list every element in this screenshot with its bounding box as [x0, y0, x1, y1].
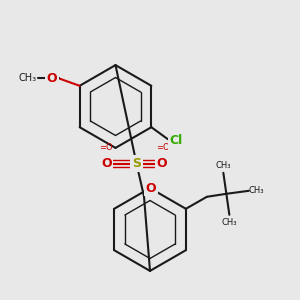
Text: CH₃: CH₃	[18, 73, 36, 83]
Text: S: S	[132, 157, 141, 170]
Text: Cl: Cl	[169, 134, 183, 147]
Text: =O: =O	[156, 142, 170, 152]
Text: O: O	[101, 157, 112, 170]
Text: CH₃: CH₃	[249, 186, 264, 195]
Text: CH₃: CH₃	[222, 218, 237, 227]
Text: O: O	[146, 182, 156, 195]
Text: O: O	[46, 72, 57, 85]
Text: O: O	[157, 157, 167, 170]
Text: =O: =O	[99, 142, 112, 152]
Text: CH₃: CH₃	[216, 161, 231, 170]
